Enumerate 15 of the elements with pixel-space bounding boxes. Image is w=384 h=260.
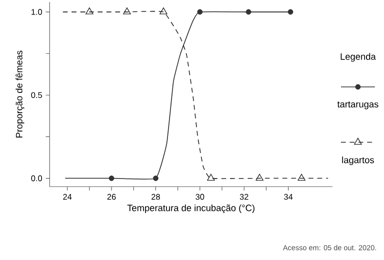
legend-title: Legenda [340,53,376,62]
x-tick-label: 30 [196,194,204,200]
line-series [62,11,328,180]
y-tick-label: 0.5 [31,92,42,98]
x-tick-label: 34 [284,194,293,200]
x-tick-label: 28 [152,194,160,200]
y-tick-label: 0.0 [31,176,42,182]
x-tick-label: 32 [240,194,248,200]
x-axis-title: Temperatura de incubação (°C) [127,204,254,214]
y-axis-title: Proporção de fêmeas [16,50,24,138]
text: tartarugas [337,102,378,110]
text: lagartos [342,156,374,166]
x-tick-label: 26 [107,194,116,200]
y-tick-label: 1.0 [32,9,42,16]
x-tick-label: 24 [63,194,72,200]
